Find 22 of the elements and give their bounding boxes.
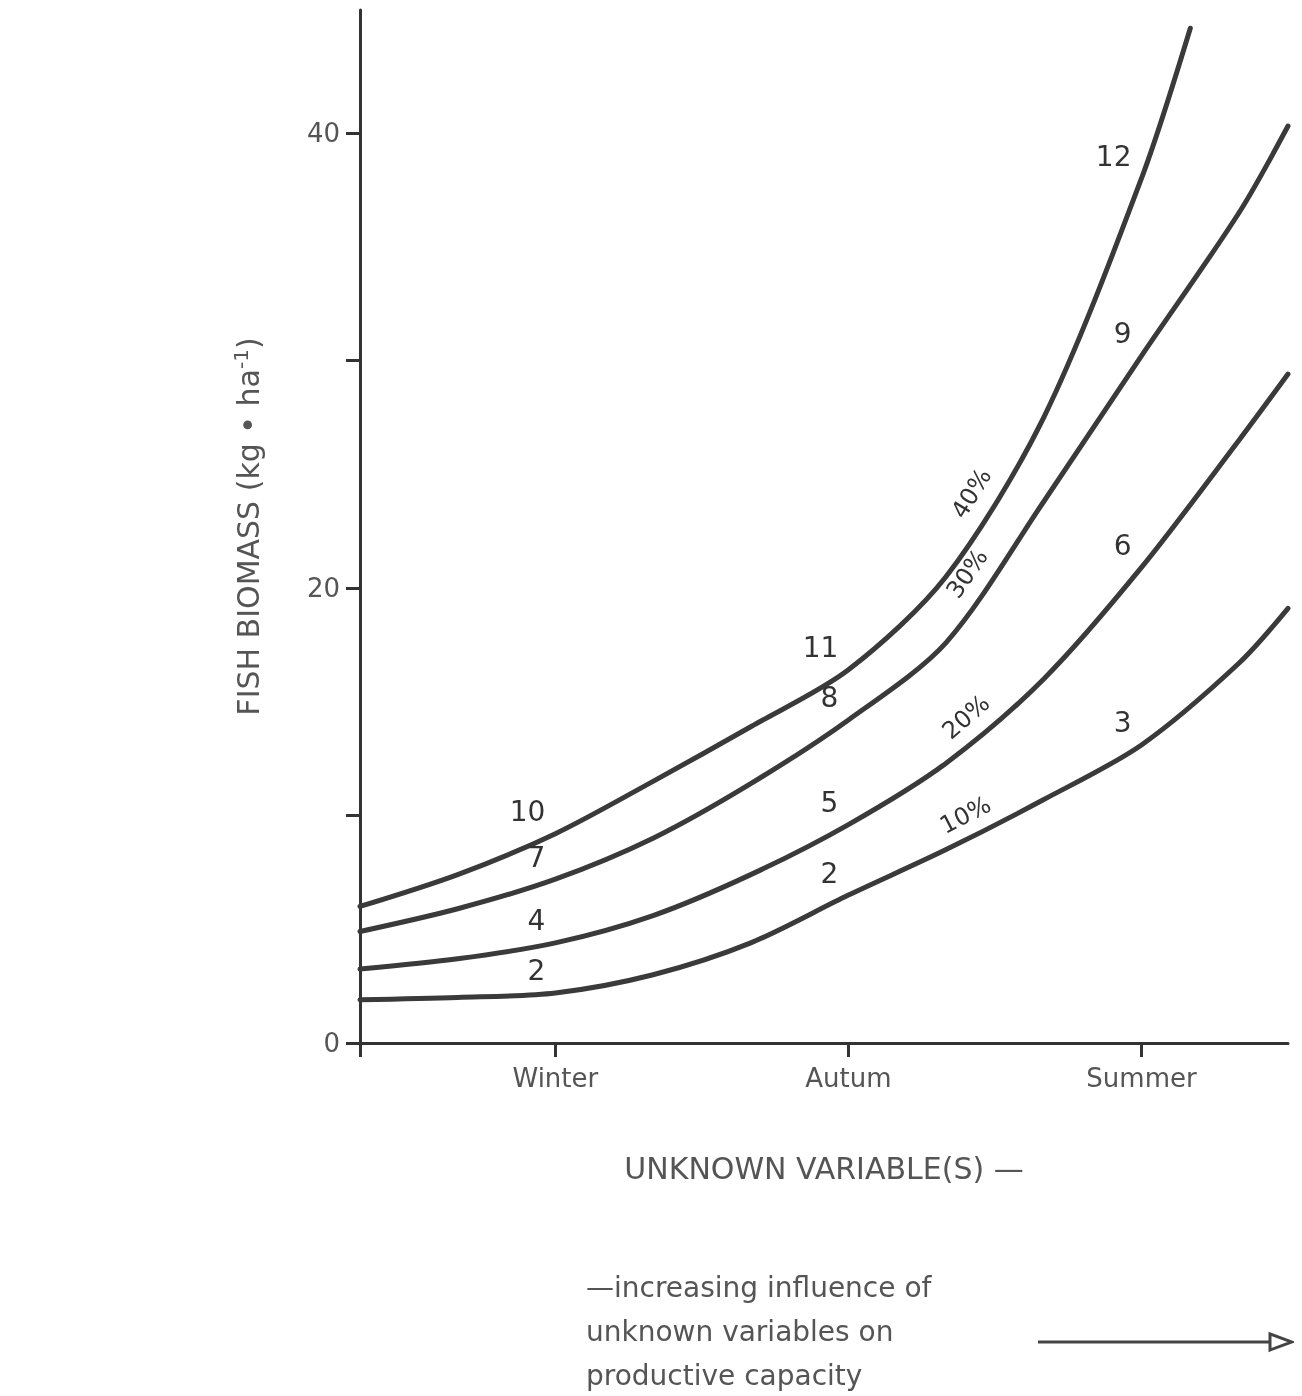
y-tick-label: 40 [306, 117, 340, 148]
x-tick-label: Summer [1086, 1063, 1197, 1093]
annotation: 8 [820, 681, 839, 715]
annotation: 9 [1113, 317, 1132, 351]
annotation: 6 [1113, 528, 1132, 562]
annotation: 2 [820, 856, 839, 890]
x-tick-label: Autum [805, 1063, 892, 1093]
x-axis-title: UNKNOWN VARIABLE(S) — [624, 1150, 1024, 1186]
annotation: 10 [509, 795, 546, 829]
annotation: 4 [527, 904, 546, 938]
text: 10% [935, 790, 996, 840]
annotation: 2 [527, 954, 546, 988]
annotation: 11 [802, 631, 839, 665]
annotation: 7 [527, 840, 546, 874]
y-tick-label: 20 [306, 572, 340, 603]
text: —increasing influence of unknown variables on productive capacity [586, 1270, 933, 1394]
y-tick-label: 0 [323, 1028, 340, 1058]
annotation: 5 [820, 786, 839, 820]
y-axis-title: FISH BIOMASS (kg • ha-1) [229, 337, 266, 716]
annotation: 12 [1095, 139, 1132, 173]
x-tick-label: Winter [512, 1063, 599, 1093]
annotation: 3 [1113, 706, 1132, 740]
